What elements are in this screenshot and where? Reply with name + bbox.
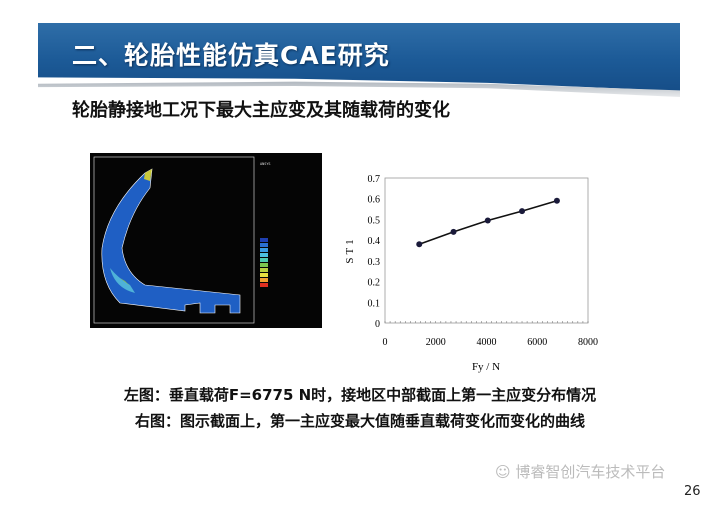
footer-brand: ☺ 博睿智创汽车技术平台: [495, 461, 665, 482]
data-point: [450, 228, 457, 235]
caption-left: 左图：垂直载荷F=6775 N时，接地区中部截面上第一主应变分布情况: [123, 386, 597, 404]
data-point: [416, 241, 423, 248]
data-point: [519, 208, 526, 215]
slide-title: 二、轮胎性能仿真CAE研究: [72, 41, 390, 70]
fea-strain-image: ANSYS: [90, 153, 322, 328]
y-tick-label: 0.2: [368, 278, 381, 289]
y-tick-label: 0: [375, 319, 380, 330]
fea-legend-title: ANSYS: [260, 162, 271, 166]
wechat-icon: ☺: [495, 463, 516, 481]
slide-subtitle: 轮胎静接地工况下最大主应变及其随载荷的变化: [72, 100, 450, 121]
y-tick-label: 0.3: [368, 257, 381, 268]
x-tick-label: 0: [383, 337, 388, 348]
x-tick-label: 4000: [477, 337, 497, 348]
y-axis-label: ST1: [344, 236, 356, 263]
data-point: [553, 197, 560, 204]
x-tick-label: 2000: [426, 337, 446, 348]
data-point: [484, 217, 491, 224]
y-tick-label: 0.7: [368, 174, 381, 185]
y-tick-label: 0.6: [368, 195, 381, 206]
y-tick-label: 0.4: [368, 236, 381, 247]
y-tick-label: 0.1: [368, 298, 381, 309]
x-tick-label: 6000: [527, 337, 547, 348]
footer-text: 博睿智创汽车技术平台: [515, 463, 666, 481]
page-number: 26: [684, 484, 701, 499]
strain-vs-load-chart: 00.10.20.30.40.50.60.70 2000 4000 6000 8000 …: [344, 174, 598, 373]
x-tick-label: 8000: [578, 337, 598, 348]
x-axis-label: Fy / N: [472, 361, 500, 373]
caption-right: 右图：图示截面上，第一主应变最大值随垂直载荷变化而变化的曲线: [134, 412, 585, 430]
y-tick-label: 0.5: [368, 215, 381, 226]
